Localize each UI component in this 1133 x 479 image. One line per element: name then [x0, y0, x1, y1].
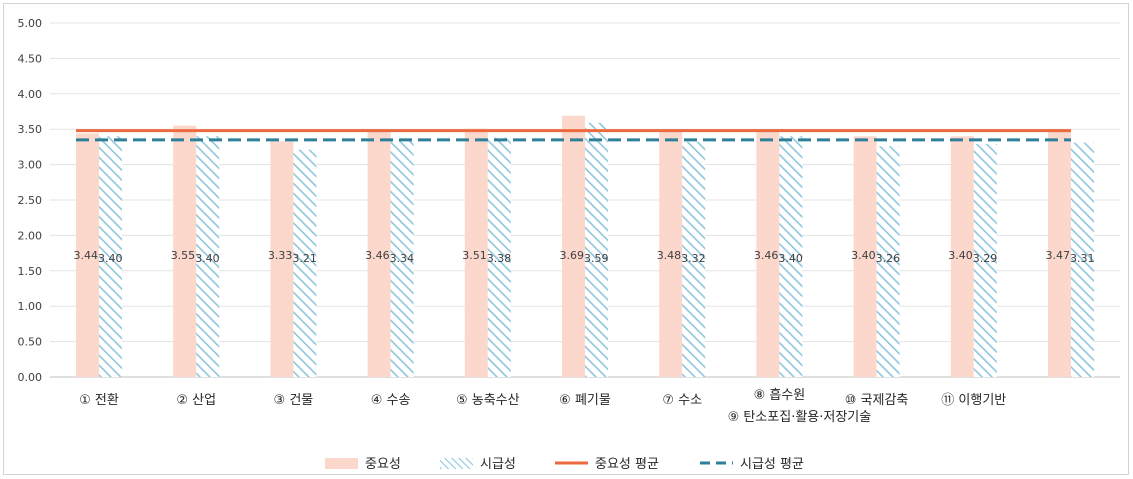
- legend-urgency-label: 시급성: [480, 457, 516, 472]
- data-label-urgency: 3.34: [390, 252, 415, 265]
- category-label: ③ 건물: [274, 393, 314, 408]
- category-label: ② 산업: [176, 393, 216, 408]
- data-label-urgency: 3.21: [292, 252, 317, 265]
- bar-urgency: [876, 146, 900, 377]
- data-label-importance: 3.46: [754, 249, 779, 262]
- data-label-urgency: 3.32: [681, 252, 706, 265]
- bar-importance: [853, 136, 877, 377]
- bar-importance: [659, 130, 683, 377]
- bar-urgency: [293, 149, 317, 377]
- data-label-urgency: 3.40: [778, 252, 803, 265]
- data-label-urgency: 3.40: [98, 252, 123, 265]
- data-label-importance: 3.55: [171, 249, 196, 262]
- y-tick-label: 1.50: [18, 265, 43, 278]
- bar-urgency: [487, 137, 511, 377]
- y-tick-label: 0.00: [18, 371, 43, 384]
- category-label: ⑧ 흡수원: [754, 388, 806, 403]
- average-lines: [76, 129, 1071, 142]
- data-label-importance: 3.48: [657, 249, 682, 262]
- category-label: ④ 수송: [371, 393, 411, 408]
- data-label-importance: 3.46: [365, 249, 390, 262]
- legend-urgency-average-label: 시급성 평균: [740, 457, 804, 472]
- y-tick-label: 1.00: [18, 300, 43, 313]
- y-tick-label: 0.50: [18, 336, 43, 349]
- y-tick-label: 2.50: [18, 194, 43, 207]
- bar-importance: [173, 125, 197, 377]
- bar-urgency: [99, 136, 122, 377]
- legend: 중요성 시급성 중요성 평균 시급성 평균: [325, 457, 804, 472]
- category-label: ⑥ 폐기물: [559, 393, 611, 408]
- bar-urgency: [390, 140, 414, 377]
- category-label: ⑩ 국제감축: [845, 393, 909, 408]
- y-tick-label: 3.00: [18, 159, 43, 172]
- category-labels: ① 전환 ② 산업 ③ 건물 ④ 수송 ⑤ 농축수산 ⑥ 폐기물 ⑦ 수소 ⑧ 흡수원 ⑨ 탄소…: [79, 388, 1006, 425]
- bar-importance: [950, 136, 974, 377]
- y-tick-label: 3.50: [18, 123, 43, 136]
- data-label-urgency: 3.59: [584, 252, 609, 265]
- legend-urgency-swatch: [440, 458, 473, 469]
- bar-importance: [1048, 131, 1071, 377]
- bar-urgency: [682, 141, 706, 377]
- bar-importance: [464, 128, 488, 377]
- data-label-importance: 3.47: [1046, 249, 1071, 262]
- data-label-importance: 3.40: [948, 249, 973, 262]
- data-label-importance: 3.44: [74, 249, 99, 262]
- data-label-importance: 3.51: [462, 249, 487, 262]
- category-label: ① 전환: [79, 393, 119, 408]
- data-label-importance: 3.69: [560, 249, 585, 262]
- bar-urgency: [196, 136, 220, 377]
- gridlines: [50, 22, 1120, 378]
- y-tick-label: 4.00: [18, 88, 43, 101]
- y-axis-ticks: 0.00 0.50 1.00 1.50 2.00 2.50 3.00 3.50 4.00 4.50…: [18, 17, 43, 384]
- legend-importance-average-label: 중요성 평균: [595, 457, 659, 472]
- data-label-urgency: 3.40: [195, 252, 220, 265]
- bar-importance: [562, 115, 585, 378]
- y-tick-label: 5.00: [18, 17, 43, 30]
- bar-urgency: [585, 122, 608, 377]
- data-label-urgency: 3.38: [487, 252, 512, 265]
- data-label-urgency: 3.26: [876, 252, 901, 265]
- data-label-urgency: 3.31: [1070, 252, 1095, 265]
- legend-importance-swatch: [325, 458, 358, 469]
- bar-urgency: [1071, 142, 1094, 377]
- category-label: ⑦ 수소: [662, 393, 702, 408]
- y-tick-label: 4.50: [18, 52, 43, 65]
- legend-importance-label: 중요성: [365, 457, 401, 472]
- bar-urgency: [779, 136, 803, 377]
- data-label-importance: 3.40: [851, 249, 876, 262]
- category-label: ⑤ 농축수산: [456, 393, 520, 408]
- category-label: ⑪ 이행기반: [941, 392, 1006, 408]
- bar-importance: [756, 132, 780, 377]
- bar-importance: [76, 133, 99, 377]
- category-label: ⑨ 탄소포집·활용·저장기술: [728, 410, 872, 425]
- bar-urgency: [973, 144, 997, 377]
- y-tick-label: 2.00: [18, 229, 43, 242]
- data-labels: 3.44 3.40 3.55 3.40 3.33 3.21 3.46 3.34 3.51 3.38…: [74, 249, 1095, 265]
- data-label-importance: 3.33: [268, 249, 293, 262]
- data-label-urgency: 3.29: [973, 252, 998, 265]
- bar-importance: [367, 132, 391, 377]
- bars: [76, 115, 1094, 378]
- bar-importance: [270, 141, 294, 377]
